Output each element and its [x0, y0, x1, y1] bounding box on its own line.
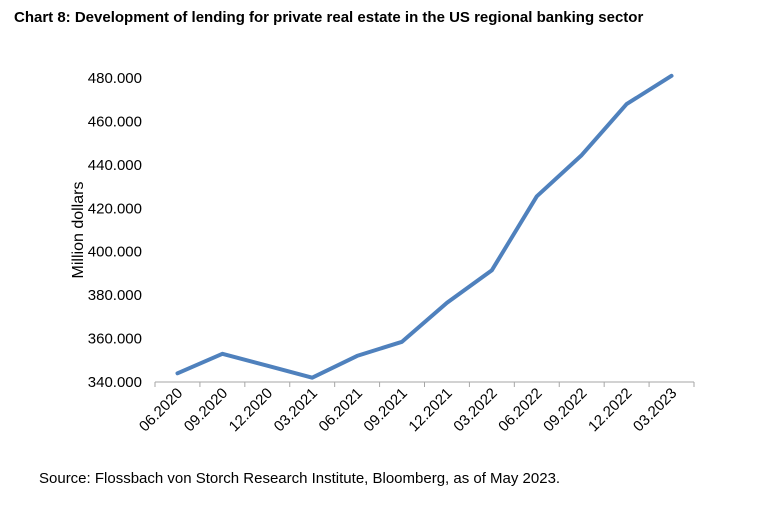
series-line: [175, 73, 674, 380]
x-tick-label: 03.2021: [271, 385, 321, 435]
x-tick-label: 12.2022: [585, 385, 635, 435]
chart-title: Chart 8: Development of lending for priv…: [14, 9, 644, 26]
x-axis: [154, 381, 695, 387]
x-tick-label: 06.2020: [136, 385, 186, 435]
y-axis-label-group: Million dollars: [70, 182, 87, 279]
y-tick-label: 380.000: [88, 287, 142, 304]
y-tick-label: 440.000: [88, 157, 142, 174]
y-tick-labels: 340.000 360.000 380.000 400.000 420.000 440.0…: [88, 70, 142, 391]
y-tick-label: 460.000: [88, 113, 142, 130]
x-tick-label: 03.2023: [630, 385, 680, 435]
source-note: Source: Flossbach von Storch Research In…: [39, 470, 561, 487]
x-tick-label: 03.2022: [450, 385, 500, 435]
series-group: [175, 73, 674, 380]
y-tick-label: 340.000: [88, 374, 142, 391]
x-tick-label: 06.2021: [316, 385, 366, 435]
y-tick-label: 480.000: [88, 70, 142, 87]
x-tick-label: 09.2022: [540, 385, 590, 435]
y-tick-label: 360.000: [88, 331, 142, 348]
y-tick-label: 420.000: [88, 200, 142, 217]
y-tick-label: 400.000: [88, 244, 142, 261]
x-tick-label: 09.2021: [360, 385, 410, 435]
x-tick-label: 12.2020: [226, 385, 276, 435]
x-tick-label: 06.2022: [495, 385, 545, 435]
y-axis-label: Million dollars: [70, 182, 87, 279]
x-tick-label: 09.2020: [181, 385, 231, 435]
x-tick-label: 12.2021: [405, 385, 455, 435]
x-tick-labels: 06.202009.202012.202003.202106.202109.20…: [136, 385, 680, 435]
